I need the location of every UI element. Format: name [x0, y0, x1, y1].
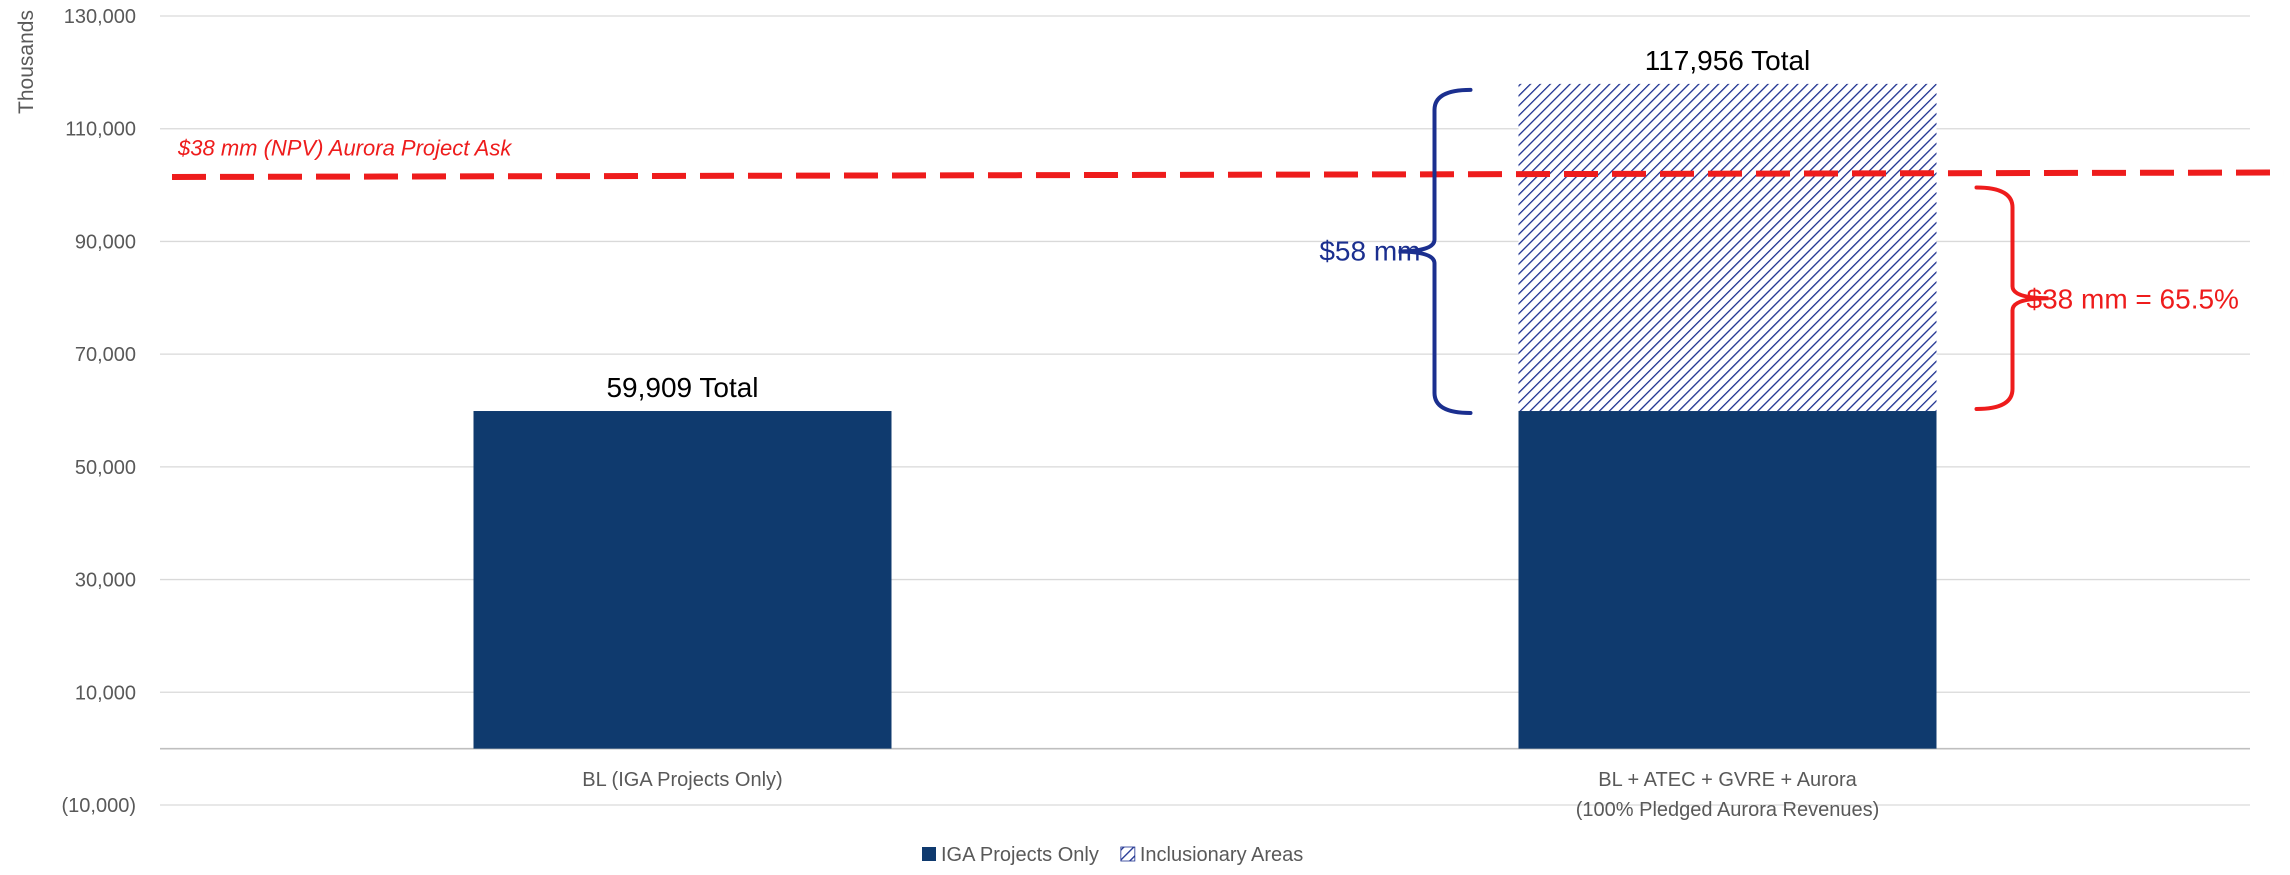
- brace-58mm: [1398, 87, 1473, 416]
- annotation-38mm: $38 mm = 65.5%: [2027, 283, 2239, 314]
- total-label: 117,956 Total: [1645, 45, 1811, 76]
- category-label: (100% Pledged Aurora Revenues): [1576, 799, 1880, 821]
- brace-38mm: [1974, 185, 2049, 412]
- category-label: BL (IGA Projects Only): [582, 769, 782, 791]
- category-label: BL + ATEC + GVRE + Aurora: [1598, 769, 1857, 791]
- y-tick-label: 70,000: [75, 344, 136, 366]
- x-axis-categories: BL (IGA Projects Only) BL + ATEC + GVRE +…: [582, 769, 1879, 821]
- legend-swatch: [1120, 846, 1136, 862]
- bar-iga-projects: [473, 411, 892, 749]
- total-label: 59,909 Total: [606, 372, 758, 403]
- total-labels: 59,909 Total 117,956 Total: [606, 45, 1810, 403]
- y-tick-label: 110,000: [65, 119, 136, 141]
- reference-line: $38 mm (NPV) Aurora Project Ask: [171, 135, 2285, 180]
- legend: IGA Projects Only Inclusionary Areas: [922, 844, 1303, 866]
- annotations: $58 mm $38 mm = 65.5%: [1319, 87, 2239, 416]
- legend-label: Inclusionary Areas: [1140, 844, 1303, 866]
- bar-inclusionary-areas: [1518, 83, 1937, 412]
- bar-iga-projects: [1518, 411, 1937, 749]
- y-tick-label: 130,000: [64, 6, 136, 28]
- legend-label: IGA Projects Only: [941, 844, 1099, 866]
- y-axis-ticks: (10,000) 10,000 30,000 50,000 70,000 90,000 11…: [62, 6, 137, 817]
- y-tick-label: 10,000: [75, 682, 136, 704]
- y-axis-label: Thousands: [15, 10, 38, 114]
- y-tick-label: 30,000: [75, 570, 136, 592]
- y-tick-label: 50,000: [75, 457, 136, 479]
- annotation-58mm: $58 mm: [1319, 235, 1420, 266]
- y-tick-label: 90,000: [75, 231, 136, 253]
- legend-swatch: [922, 847, 936, 861]
- reference-line-dash: [171, 169, 2285, 180]
- reference-line-label: $38 mm (NPV) Aurora Project Ask: [177, 135, 512, 160]
- y-tick-label: (10,000): [62, 795, 137, 817]
- bars: [473, 83, 1937, 749]
